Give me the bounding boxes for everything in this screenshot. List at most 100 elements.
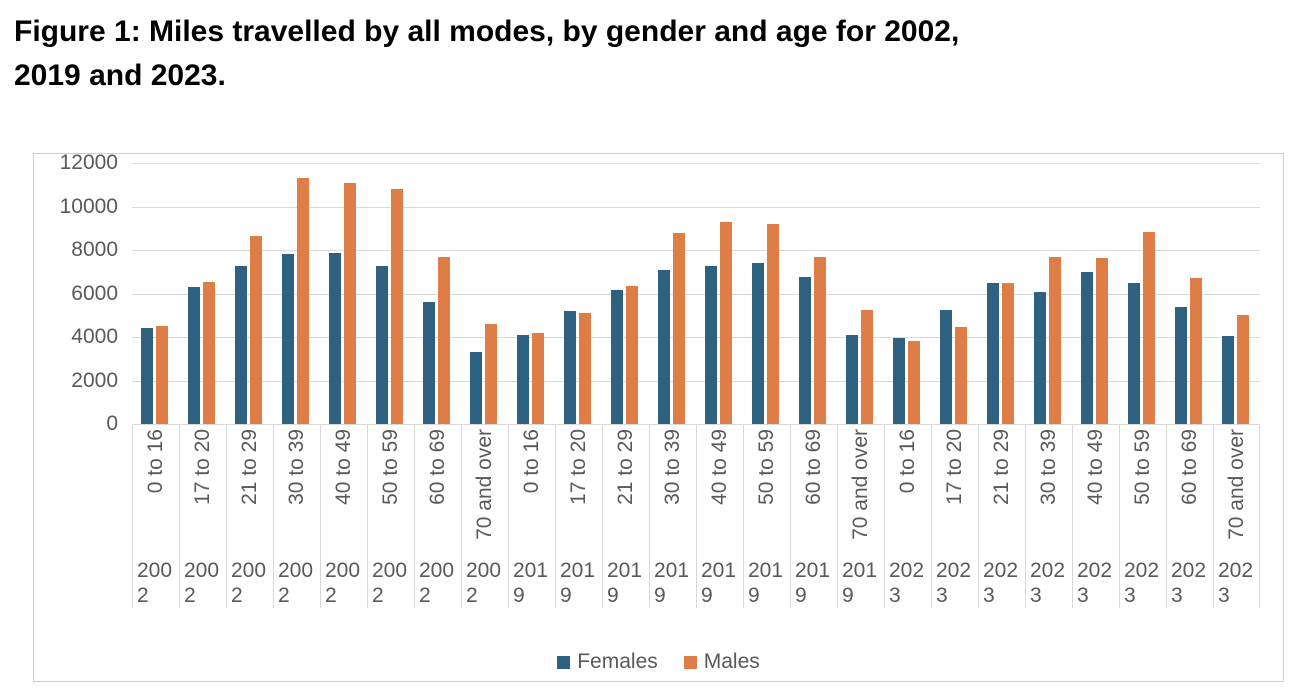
bar-males-2002-40-to-49 [344, 182, 356, 424]
age-group-label: 0 to 16 [896, 429, 919, 494]
bar-females-2019-40-to-49 [705, 266, 717, 424]
bar-males-2023-17-to-20 [955, 327, 967, 424]
gridline [132, 163, 1260, 164]
age-group-label: 17 to 20 [943, 429, 966, 505]
bar-females-2023-40-to-49 [1081, 271, 1093, 425]
bar-males-2023-21-to-29 [1002, 282, 1014, 424]
age-group-label: 50 to 59 [755, 429, 778, 505]
gridline [132, 380, 1260, 382]
bar-females-2023-21-to-29 [987, 282, 999, 424]
bar-females-2002-40-to-49 [329, 253, 341, 424]
figure-title: Figure 1: Miles travelled by all modes, … [14, 10, 1294, 98]
bar-females-2019-70-and-over [846, 334, 858, 424]
bar-females-2002-21-to-29 [235, 266, 247, 424]
bar-males-2002-0-to-16 [156, 326, 168, 424]
y-axis-tick-label: 10000 [59, 194, 118, 218]
year-label: 2002 [372, 559, 408, 607]
x-axis-cell: 60 to 69 2023 [1166, 424, 1213, 608]
bar-females-2019-50-to-59 [752, 263, 764, 424]
x-axis-cell: 17 to 20 2019 [555, 424, 602, 608]
age-group-label: 70 and over [849, 429, 872, 540]
year-label: 2023 [1030, 559, 1066, 607]
year-label: 2023 [1077, 559, 1113, 607]
age-group-label: 30 to 39 [661, 429, 684, 505]
x-axis-cell: 50 to 59 2019 [743, 424, 790, 608]
x-axis-cell: 50 to 59 2023 [1119, 424, 1166, 608]
age-group-label: 60 to 69 [426, 429, 449, 505]
age-group-label: 0 to 16 [144, 429, 167, 494]
year-label: 2002 [184, 559, 220, 607]
year-label: 2019 [842, 559, 878, 607]
x-axis-cell: 60 to 69 2002 [414, 424, 461, 608]
year-label: 2002 [419, 559, 455, 607]
age-group-label: 40 to 49 [1084, 429, 1107, 505]
age-group-label: 40 to 49 [708, 429, 731, 505]
x-axis-cell: 17 to 20 2023 [931, 424, 978, 608]
bar-females-2023-0-to-16 [893, 338, 905, 424]
bar-females-2023-17-to-20 [940, 309, 952, 424]
bar-females-2023-70-and-over [1222, 335, 1234, 424]
females-swatch-icon [557, 655, 571, 669]
year-label: 2023 [936, 559, 972, 607]
y-axis-tick-label: 2000 [71, 368, 118, 392]
age-group-label: 17 to 20 [567, 429, 590, 505]
bar-males-2023-70-and-over [1237, 315, 1249, 425]
year-label: 2019 [607, 559, 643, 607]
gridline [132, 250, 1260, 251]
age-group-label: 30 to 39 [285, 429, 308, 505]
y-axis-tick-label: 4000 [71, 325, 118, 348]
year-label: 2002 [325, 559, 361, 607]
bar-males-2019-40-to-49 [720, 221, 732, 424]
x-axis-cell: 30 to 39 2019 [649, 424, 696, 608]
bar-males-2002-70-and-over [485, 323, 497, 424]
bar-females-2002-50-to-59 [376, 266, 388, 424]
bar-males-2023-60-to-69 [1190, 278, 1202, 424]
year-label: 2023 [983, 559, 1019, 607]
year-label: 2023 [1124, 559, 1160, 607]
bar-males-2019-17-to-20 [579, 313, 591, 424]
x-axis-cell: 21 to 29 2002 [226, 424, 273, 608]
bar-males-2002-21-to-29 [250, 235, 262, 424]
bar-males-2019-60-to-69 [814, 256, 826, 424]
y-axis-tick-label: 0 [106, 412, 118, 435]
gridline [132, 293, 1260, 295]
bar-males-2019-70-and-over [861, 309, 873, 424]
figure-title-line1: Figure 1: Miles travelled by all modes, … [14, 15, 960, 48]
bar-females-2002-30-to-39 [282, 254, 294, 424]
age-group-label: 60 to 69 [802, 429, 825, 505]
x-axis-cell: 0 to 16 2019 [508, 424, 555, 608]
year-label: 2023 [1171, 559, 1207, 607]
bar-males-2023-30-to-39 [1049, 256, 1061, 424]
age-group-label: 70 and over [1224, 429, 1248, 540]
y-axis-tick-label: 8000 [71, 238, 118, 261]
age-group-label: 0 to 16 [520, 429, 543, 494]
x-axis-cell: 30 to 39 2023 [1025, 424, 1072, 608]
age-group-label: 30 to 39 [1037, 429, 1060, 505]
males-swatch-icon [683, 655, 697, 669]
age-group-label: 21 to 29 [238, 429, 261, 505]
bar-males-2002-17-to-20 [203, 281, 215, 424]
bar-males-2002-60-to-69 [438, 256, 450, 424]
year-label: 2002 [231, 559, 267, 607]
bar-males-2019-50-to-59 [767, 223, 779, 424]
year-label: 2023 [1218, 559, 1254, 607]
x-axis-cell: 40 to 49 2023 [1072, 424, 1119, 608]
year-label: 2002 [466, 559, 502, 607]
legend-item-males: Males [683, 650, 760, 674]
year-label: 2002 [137, 559, 173, 607]
x-axis-cell: 40 to 49 2019 [696, 424, 743, 608]
x-axis-cell: 21 to 29 2019 [602, 424, 649, 608]
legend-label-females: Females [577, 650, 658, 673]
y-axis-tick-label: 6000 [71, 281, 118, 305]
x-axis-cell: 70 and over 2002 [461, 424, 508, 608]
bar-females-2019-17-to-20 [564, 310, 576, 424]
x-axis-cell: 17 to 20 2002 [179, 424, 226, 608]
legend-item-females: Females [557, 650, 658, 674]
x-axis-cell: 21 to 29 2023 [978, 424, 1025, 608]
x-axis-cell: 0 to 16 2023 [884, 424, 931, 608]
age-group-label: 21 to 29 [990, 429, 1013, 505]
bar-males-2002-50-to-59 [391, 189, 403, 424]
bar-males-2002-30-to-39 [297, 178, 309, 424]
x-axis-cell: 70 and over 2019 [837, 424, 884, 608]
bar-females-2023-30-to-39 [1034, 292, 1046, 424]
